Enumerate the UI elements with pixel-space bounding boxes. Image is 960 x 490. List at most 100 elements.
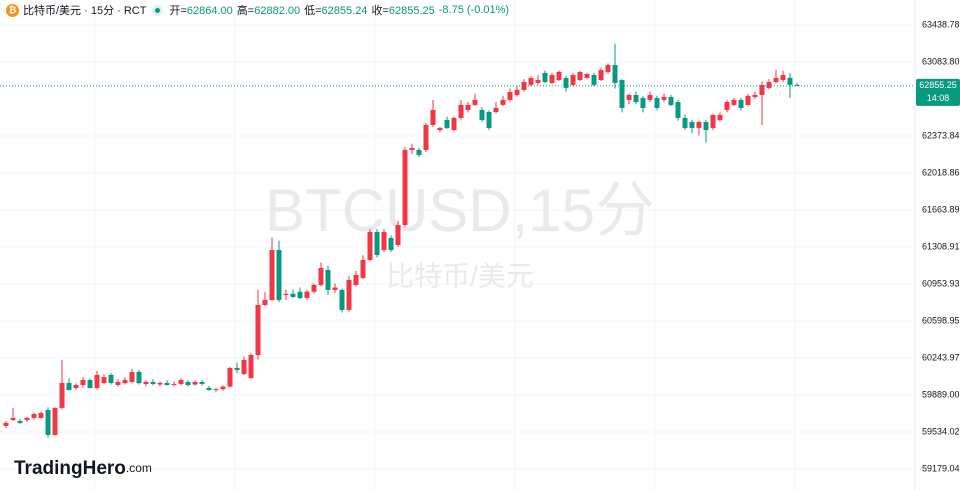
candle-body xyxy=(668,97,674,105)
candle-body xyxy=(465,104,471,110)
candle-body xyxy=(164,383,170,385)
y-tick-label: 60243.97 xyxy=(922,352,960,362)
candle-body xyxy=(479,109,485,120)
stat-value: 62882.00 xyxy=(254,5,301,17)
change: -8.75 (-0.01%) xyxy=(438,4,510,16)
candle-body xyxy=(374,231,380,256)
candle-body xyxy=(213,389,219,391)
logo-suffix: .com xyxy=(126,461,152,475)
candle-body xyxy=(143,381,149,384)
candle-body xyxy=(66,383,72,391)
candle-body xyxy=(535,80,541,83)
y-tick-label: 59534.02 xyxy=(922,426,960,436)
candle-body xyxy=(325,269,331,290)
candle-body xyxy=(10,417,16,420)
candle-body xyxy=(794,84,800,86)
candle-body xyxy=(346,279,352,310)
y-tick-label: 62373.84 xyxy=(922,130,960,140)
candle-body xyxy=(619,80,625,108)
candle-body xyxy=(689,122,695,128)
stat-value: 62855.24 xyxy=(321,5,368,17)
candle-body xyxy=(241,359,247,375)
candle-body xyxy=(402,149,408,226)
candle-body xyxy=(612,65,618,83)
candle-body xyxy=(353,274,359,285)
symbol: 比特币/美元 · 15分 · RCT xyxy=(23,5,147,17)
candle-body xyxy=(297,291,303,298)
candle-body xyxy=(696,122,702,128)
candle-body xyxy=(703,122,709,131)
stat: 高=62882.00 xyxy=(237,2,300,18)
status-dot xyxy=(152,4,164,16)
candle-body xyxy=(682,117,688,128)
candle-body xyxy=(787,77,793,85)
stat: 开=62864.00 xyxy=(169,2,232,18)
candle-body xyxy=(234,368,240,370)
candle-body xyxy=(73,384,79,389)
candle-body xyxy=(311,284,317,292)
candle-body xyxy=(654,97,660,108)
candle-body xyxy=(367,231,373,260)
candle-body xyxy=(227,368,233,387)
candle-body xyxy=(290,293,296,297)
stat-label: 低= xyxy=(304,5,322,17)
candle-body xyxy=(458,104,464,118)
candle-body xyxy=(528,77,534,85)
candle-body xyxy=(633,94,639,103)
y-tick-label: 63438.78 xyxy=(922,19,960,29)
y-tick-label: 61308.91 xyxy=(922,241,960,251)
candle-body xyxy=(269,250,275,300)
candle-body xyxy=(661,97,667,100)
candle-body xyxy=(24,417,30,420)
candle-body xyxy=(451,117,457,131)
candle-body xyxy=(780,75,786,81)
candle-body xyxy=(437,127,443,131)
candle-body xyxy=(570,75,576,85)
candle-body xyxy=(416,149,422,155)
candle-body xyxy=(192,381,198,385)
countdown: 14:08 xyxy=(927,93,950,103)
candle-body xyxy=(745,95,751,105)
coin-icon: ₿ xyxy=(6,3,19,17)
legend-header: ₿ 比特币/美元 · 15分 · RCT 开=62864.00 高=62882.… xyxy=(6,2,509,18)
candle-body xyxy=(115,381,121,385)
candle-body xyxy=(304,291,310,298)
y-tick-label: 60598.95 xyxy=(922,315,960,325)
candle-body xyxy=(45,410,51,435)
y-tick-label: 59179.04 xyxy=(922,463,960,473)
candle-body xyxy=(605,65,611,72)
candle-body xyxy=(129,371,135,382)
candle-body xyxy=(101,377,107,384)
candle-body xyxy=(493,107,499,113)
stat-label: 开= xyxy=(169,5,187,17)
candle-body xyxy=(185,381,191,385)
candle-body xyxy=(717,114,723,120)
candle-body xyxy=(591,75,597,85)
candle-body xyxy=(500,99,506,105)
candle-body xyxy=(759,84,765,95)
candle-body xyxy=(752,94,758,98)
candle-body xyxy=(220,386,226,390)
candle-body xyxy=(710,114,716,128)
candle-body xyxy=(339,289,345,310)
candle-body xyxy=(157,383,163,385)
candle-body xyxy=(486,112,492,128)
candle-body xyxy=(542,72,548,82)
candle-body xyxy=(122,379,128,384)
stat: 收=62855.25 xyxy=(371,2,434,18)
candle-body xyxy=(87,379,93,389)
stat-label: 高= xyxy=(236,5,255,17)
candle-body xyxy=(430,109,436,125)
candle-body xyxy=(178,379,184,384)
candle-body xyxy=(59,383,65,408)
candle-body xyxy=(472,99,478,105)
candle-body xyxy=(514,89,520,95)
candle-body xyxy=(3,422,9,426)
candle-body xyxy=(248,354,254,379)
candle-body xyxy=(584,73,590,78)
stat: 低=62855.24 xyxy=(304,2,367,18)
logo: TradingHero.com xyxy=(14,458,152,479)
candle-body xyxy=(766,81,772,88)
stat-label: 收= xyxy=(371,5,389,17)
